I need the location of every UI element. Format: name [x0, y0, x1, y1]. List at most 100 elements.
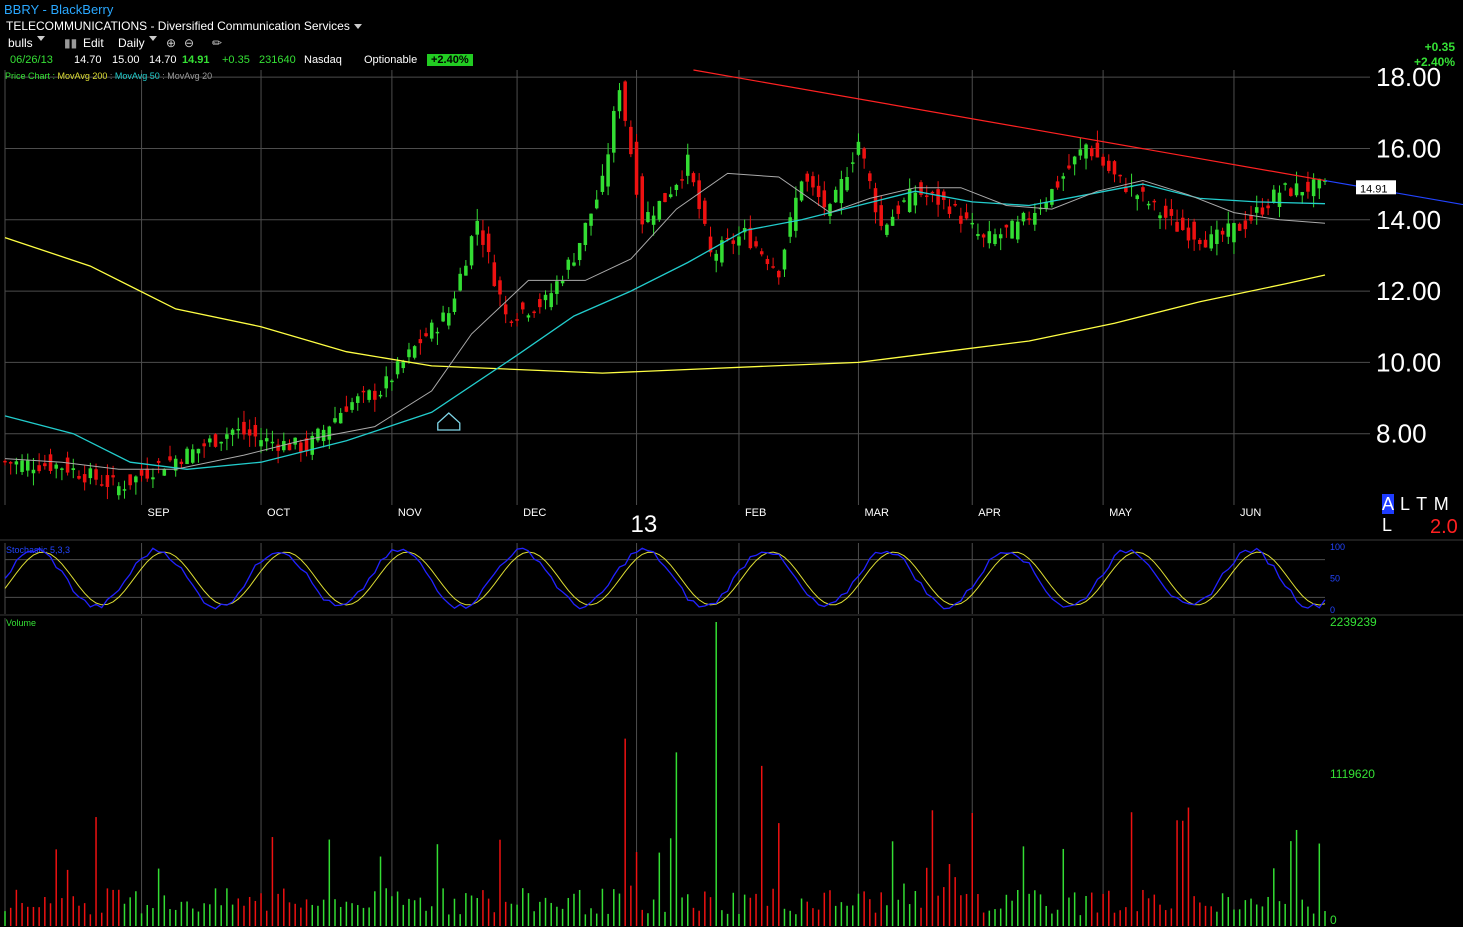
candle-body: [282, 441, 286, 451]
candle-body: [1027, 218, 1031, 220]
candle-body: [1169, 209, 1174, 216]
watchlist-dropdown[interactable]: bulls: [8, 36, 45, 50]
candle-body: [919, 182, 923, 195]
optionable-label: Optionable: [364, 54, 418, 66]
candle-body: [1186, 227, 1191, 241]
candle-body: [1107, 160, 1111, 171]
candle-body: [612, 110, 616, 153]
candle-body: [549, 293, 553, 308]
candle-body: [185, 448, 189, 465]
candle-body: [1089, 148, 1094, 157]
candle-body: [566, 259, 571, 270]
x-tick-label: MAY: [1109, 507, 1133, 519]
candle-body: [384, 376, 388, 389]
candle-body: [839, 179, 844, 204]
candle-body: [464, 265, 468, 276]
candle-body: [1198, 239, 1202, 245]
candle-body: [850, 162, 855, 164]
candle-body: [264, 438, 269, 442]
candle-body: [1192, 221, 1196, 240]
candle-body: [441, 312, 445, 322]
candle-body: [708, 236, 713, 253]
change-abs: +0.35: [1424, 40, 1455, 54]
candle-body: [236, 429, 241, 431]
candle-body: [754, 241, 758, 247]
legend-price: Price Chart: [5, 71, 51, 81]
legend-ma200: MovAvg 200: [57, 71, 108, 81]
candle-body: [998, 234, 1003, 239]
candle-body: [481, 230, 485, 245]
candle-body: [1095, 142, 1100, 158]
candle-body: [469, 236, 474, 266]
period-dropdown[interactable]: Daily: [118, 36, 157, 50]
candle-body: [759, 251, 764, 255]
candle-body: [1044, 201, 1048, 209]
candle-body: [1289, 188, 1293, 196]
y-tick-label: 18.00: [1376, 62, 1441, 92]
candle-body: [902, 200, 906, 202]
candle-body: [1152, 200, 1157, 203]
chart-title: BBRY - BlackBerry: [4, 2, 114, 17]
sector-label[interactable]: TELECOMMUNICATIONS - Diversified Communi…: [6, 19, 362, 33]
candle-body: [572, 262, 576, 266]
candle-body: [1220, 230, 1225, 235]
candle-body: [225, 434, 229, 439]
candle-body: [816, 185, 821, 198]
candle-body: [953, 204, 957, 206]
period-label: Daily: [118, 36, 145, 50]
candle-body: [1141, 187, 1145, 192]
x-tick-label: 13: [631, 511, 658, 538]
candle-body: [111, 475, 115, 478]
zoom-out-icon[interactable]: ⊖: [184, 36, 195, 50]
zoom-in-icon[interactable]: ⊕: [166, 36, 177, 50]
candle-body: [1215, 229, 1219, 244]
candle-body: [981, 234, 986, 238]
edit-button[interactable]: Edit: [83, 36, 104, 50]
candle-body: [748, 227, 753, 249]
alert-letter-a: A: [1382, 494, 1395, 514]
candle-body: [1163, 205, 1168, 218]
candle-body: [651, 215, 656, 225]
price-panel: [0, 68, 1463, 507]
y-tick-label: 16.00: [1376, 133, 1441, 163]
candle-body: [993, 234, 997, 245]
stoch-k-line: [4, 547, 1326, 610]
candle-body: [492, 262, 497, 287]
candle-body: [54, 464, 58, 469]
candle-body: [355, 396, 360, 403]
candle-body: [777, 270, 781, 278]
candle-body: [725, 237, 730, 240]
candle-body: [1158, 215, 1162, 219]
candle-body: [168, 456, 172, 461]
candle-body: [907, 188, 912, 213]
candle-body: [1266, 205, 1270, 209]
candle-body: [833, 189, 838, 203]
candle-body: [316, 428, 320, 441]
draw-tool-icon[interactable]: ✏: [212, 36, 223, 50]
stoch-tick-label: 50: [1330, 574, 1340, 584]
ma20-line: [4, 172, 1326, 470]
candle-body: [378, 394, 383, 397]
candle-body: [1243, 220, 1248, 230]
candle-body: [367, 390, 371, 400]
candle-body: [1317, 178, 1322, 189]
candle-body: [1010, 220, 1014, 239]
alert-indicator[interactable]: A L T M L 2.0: [1382, 494, 1463, 538]
candle-body: [447, 313, 451, 326]
candle-body: [697, 180, 701, 209]
candle-body: [418, 339, 423, 344]
candle-body: [646, 212, 650, 222]
bar-chart-icon[interactable]: ▮▮: [64, 36, 78, 50]
candle-body: [782, 249, 787, 270]
candle-body: [1203, 239, 1208, 248]
candle-body: [936, 189, 940, 205]
candle-body: [805, 173, 810, 182]
candle-body: [976, 234, 980, 237]
candle-body: [1226, 223, 1231, 237]
candle-body: [270, 441, 275, 444]
candle-body: [1078, 149, 1083, 156]
alert-letter-l: L: [1400, 494, 1411, 514]
candle-body: [629, 126, 633, 155]
stoch-tick-label: 100: [1330, 542, 1345, 552]
